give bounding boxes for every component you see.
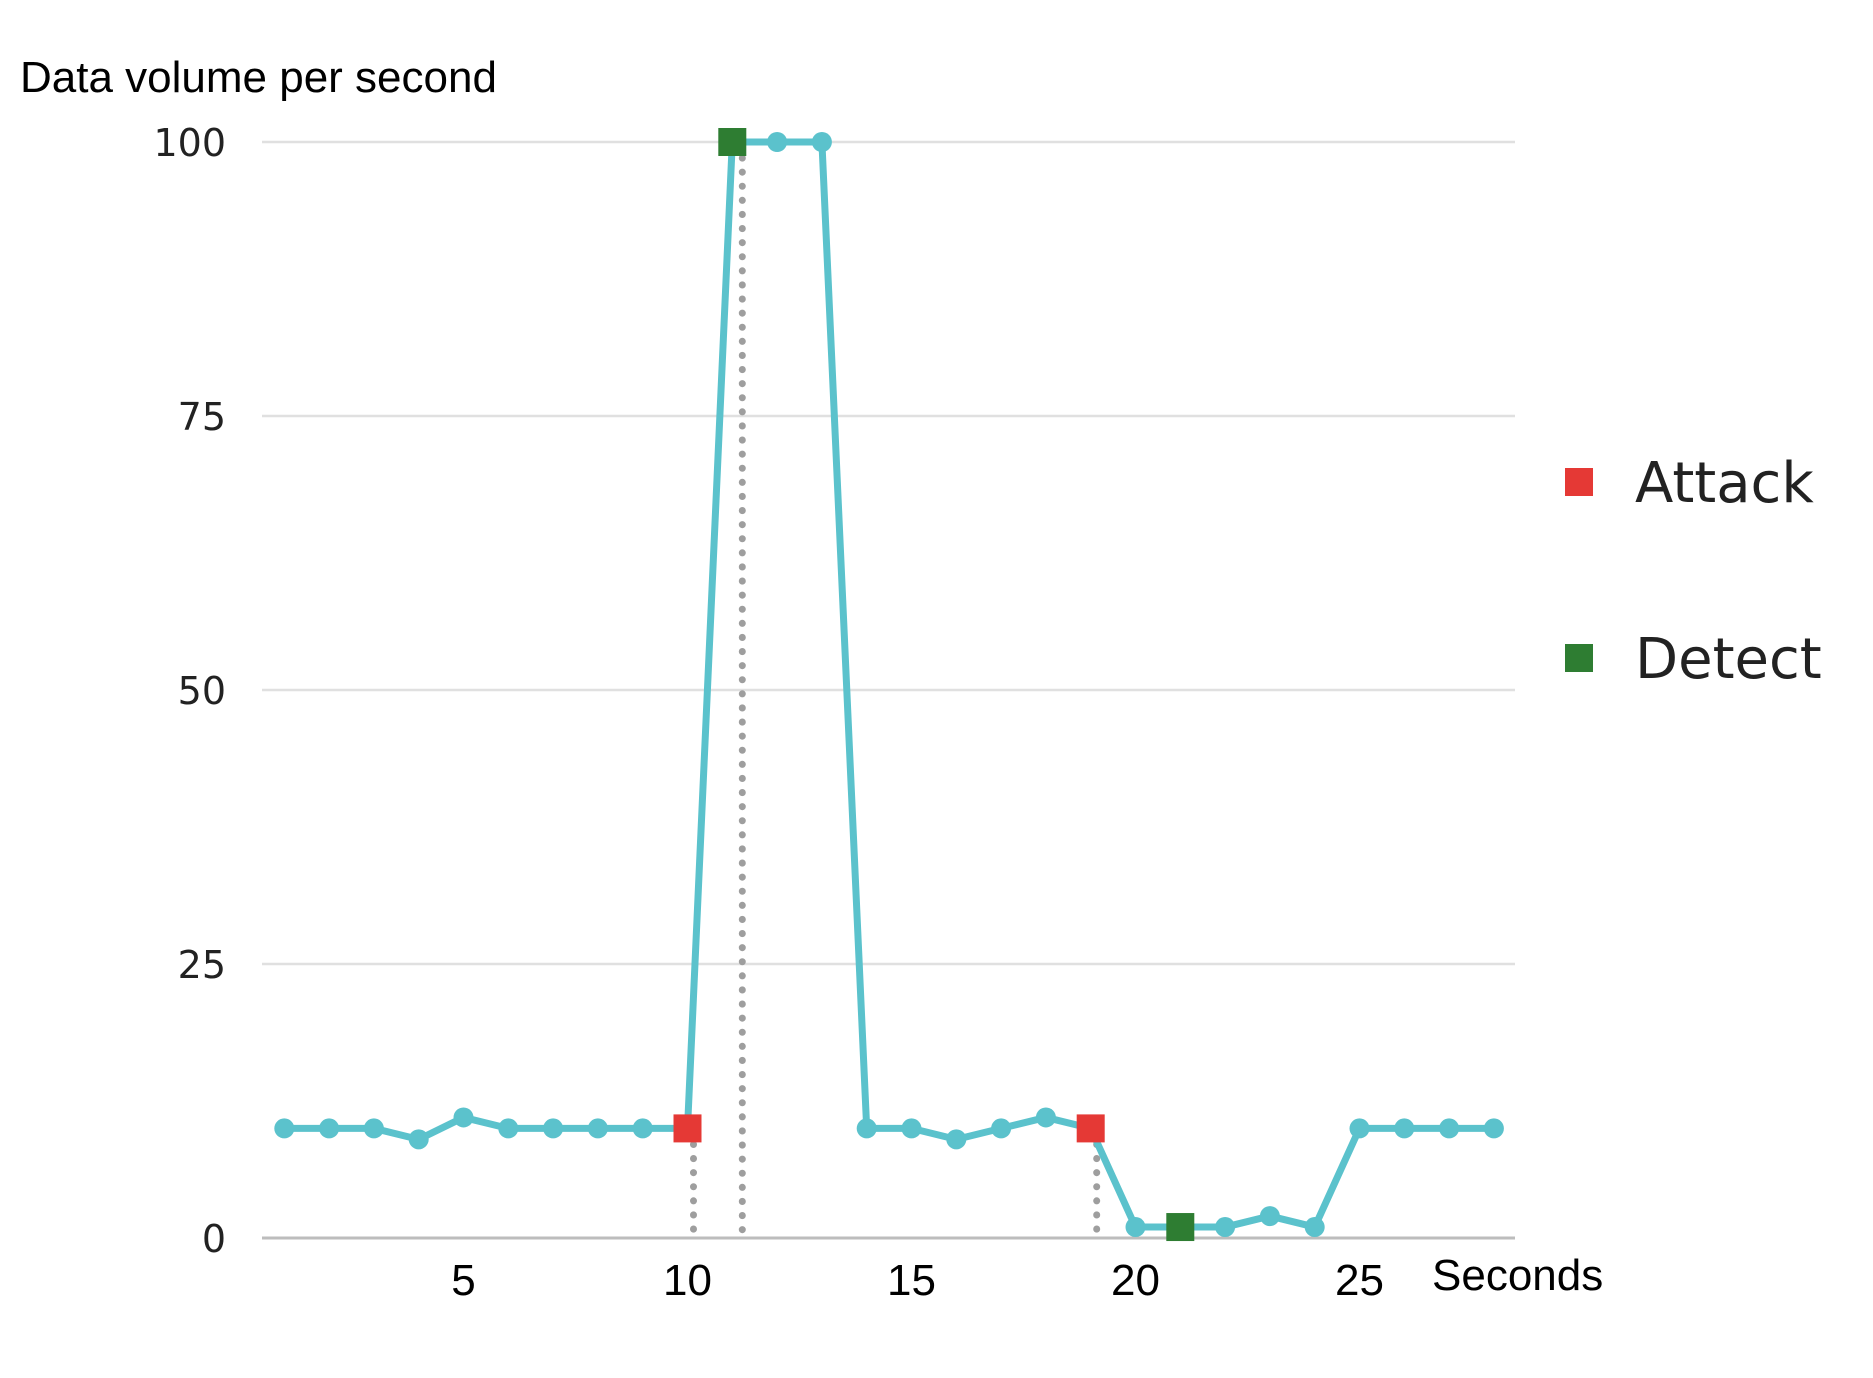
data-point-15: [901, 1118, 922, 1139]
data-point-16: [946, 1129, 967, 1150]
detect-marker-21: [1166, 1213, 1195, 1242]
data-point-5: [453, 1107, 474, 1128]
data-point-27: [1439, 1118, 1460, 1139]
data-point-12: [767, 132, 788, 152]
y-axis-label: Data volume per second: [20, 53, 497, 102]
x-tick-label-5: 5: [451, 1256, 475, 1305]
legend-label-attack: Attack: [1635, 451, 1814, 516]
data-point-28: [1483, 1118, 1504, 1139]
detect-marker-11: [718, 128, 747, 156]
data-point-23: [1259, 1206, 1280, 1227]
data-point-9: [632, 1118, 653, 1139]
y-tick-label-25: 25: [178, 943, 226, 987]
data-point-2: [319, 1118, 340, 1139]
legend: Attack Detect: [1565, 451, 1822, 692]
x-tick-label-15: 15: [887, 1256, 936, 1305]
y-tick-label-0: 0: [202, 1217, 226, 1261]
data-point-25: [1349, 1118, 1370, 1139]
y-tick-label-100: 100: [153, 121, 226, 165]
data-point-24: [1304, 1217, 1325, 1238]
data-point-18: [1035, 1107, 1056, 1128]
y-tick-label-50: 50: [178, 669, 226, 713]
x-tick-labels: 5 10 15 20 25: [451, 1256, 1384, 1305]
x-axis-label: Seconds: [1432, 1251, 1603, 1300]
data-point-8: [587, 1118, 608, 1139]
series-line: [284, 138, 1494, 1231]
attack-marker-10: [673, 1114, 702, 1143]
x-tick-label-20: 20: [1111, 1256, 1160, 1305]
guide-lines: [690, 154, 1101, 1238]
legend-swatch-detect: [1565, 644, 1593, 672]
x-tick-label-25: 25: [1335, 1256, 1384, 1305]
grid-lines: [262, 140, 1515, 1240]
data-point-6: [498, 1118, 519, 1139]
x-tick-label-10: 10: [663, 1256, 712, 1305]
data-point-26: [1394, 1118, 1415, 1139]
data-point-20: [1125, 1217, 1146, 1238]
data-point-17: [991, 1118, 1012, 1139]
legend-label-detect: Detect: [1635, 627, 1822, 692]
data-point-7: [543, 1118, 564, 1139]
event-markers: [673, 128, 1195, 1242]
series: [274, 132, 1504, 1238]
attack-marker-19: [1076, 1114, 1105, 1143]
y-tick-labels: 0 25 50 75 100: [153, 121, 226, 1261]
data-point-3: [363, 1118, 384, 1139]
data-point-13: [811, 132, 832, 152]
legend-swatch-attack: [1565, 468, 1593, 496]
data-point-1: [274, 1118, 295, 1139]
data-point-22: [1215, 1217, 1236, 1238]
y-tick-label-75: 75: [178, 395, 226, 439]
data-point-4: [408, 1129, 429, 1150]
data-point-14: [856, 1118, 877, 1139]
